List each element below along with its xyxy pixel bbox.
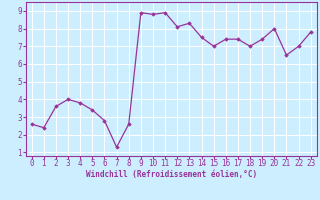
X-axis label: Windchill (Refroidissement éolien,°C): Windchill (Refroidissement éolien,°C) <box>86 170 257 179</box>
